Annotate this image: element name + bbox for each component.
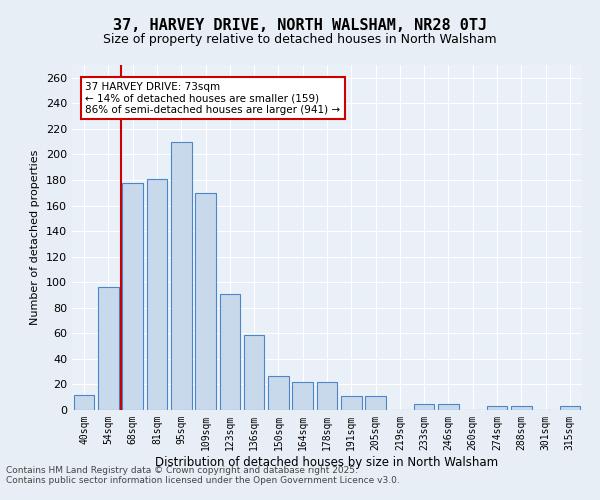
Text: Size of property relative to detached houses in North Walsham: Size of property relative to detached ho… — [103, 32, 497, 46]
Bar — [171, 142, 191, 410]
Y-axis label: Number of detached properties: Number of detached properties — [31, 150, 40, 325]
Bar — [74, 394, 94, 410]
Bar — [244, 334, 265, 410]
Text: Contains HM Land Registry data © Crown copyright and database right 2025.
Contai: Contains HM Land Registry data © Crown c… — [6, 466, 400, 485]
Bar — [487, 406, 508, 410]
Text: 37, HARVEY DRIVE, NORTH WALSHAM, NR28 0TJ: 37, HARVEY DRIVE, NORTH WALSHAM, NR28 0T… — [113, 18, 487, 32]
Bar — [414, 404, 434, 410]
Bar — [98, 288, 119, 410]
Bar — [220, 294, 240, 410]
Bar — [292, 382, 313, 410]
Bar — [317, 382, 337, 410]
Bar — [511, 406, 532, 410]
Bar — [146, 178, 167, 410]
Text: 37 HARVEY DRIVE: 73sqm
← 14% of detached houses are smaller (159)
86% of semi-de: 37 HARVEY DRIVE: 73sqm ← 14% of detached… — [85, 82, 340, 115]
X-axis label: Distribution of detached houses by size in North Walsham: Distribution of detached houses by size … — [155, 456, 499, 468]
Bar — [195, 193, 216, 410]
Bar — [365, 396, 386, 410]
Bar — [560, 406, 580, 410]
Bar — [438, 404, 459, 410]
Bar — [122, 182, 143, 410]
Bar — [268, 376, 289, 410]
Bar — [341, 396, 362, 410]
